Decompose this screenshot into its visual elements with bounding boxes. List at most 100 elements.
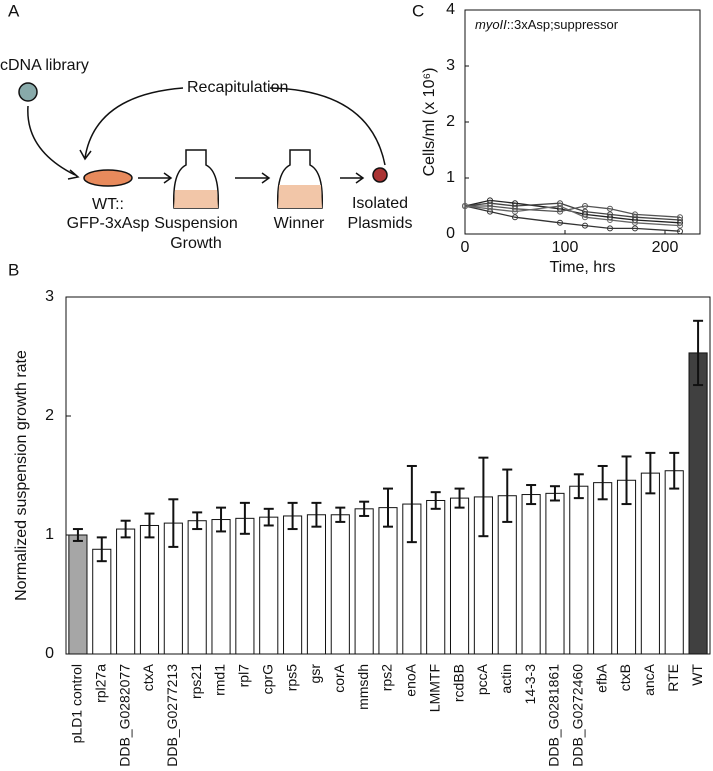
x-tick-label: pLD1 control (69, 664, 85, 743)
plot-frame (464, 9, 701, 235)
x-tick-label: WT (689, 664, 705, 686)
point (557, 203, 563, 209)
point (677, 222, 683, 229)
point (557, 219, 563, 226)
series-line (464, 205, 681, 227)
bar (640, 472, 660, 655)
point (462, 203, 468, 209)
bar (593, 482, 613, 655)
bar (306, 514, 327, 655)
x-tick-label: enoA (403, 663, 419, 696)
x-tick-label: rmd1 (212, 664, 228, 696)
bar (187, 520, 207, 655)
panel-label: B (8, 260, 19, 279)
y-tick-label: 3 (45, 288, 54, 305)
diagram-label: Plasmids (348, 215, 413, 232)
x-tick-label: pccA (474, 663, 490, 695)
diagram-label: GFP-3xAsp (67, 215, 150, 232)
y-tick-label: 2 (45, 407, 54, 424)
x-tick-label: 0 (461, 239, 470, 256)
bar (116, 528, 136, 655)
x-tick-label: ctxB (617, 664, 633, 691)
x-tick-label: actin (498, 664, 514, 694)
bar (330, 514, 350, 655)
x-tick-label: DDB_G0282077 (116, 664, 132, 767)
bar (688, 352, 708, 655)
point (632, 225, 638, 232)
point (607, 205, 613, 212)
x-tick-label: 200 (652, 239, 679, 256)
point (512, 214, 518, 221)
bar (426, 499, 446, 655)
point (582, 222, 588, 229)
diagram-label: Suspension (154, 215, 238, 232)
x-tick-label: 14-3-3 (522, 664, 538, 705)
point (677, 228, 683, 235)
panel-label: A (8, 1, 20, 20)
bar (211, 519, 231, 655)
bar (449, 497, 470, 655)
series-line (464, 202, 681, 221)
point (607, 211, 613, 218)
y-axis-label: Normalized suspension growth rate (13, 350, 30, 601)
point (607, 225, 613, 232)
x-tick-label: rpl7 (236, 664, 252, 688)
y-axis-label: Cells/ml (x 10⁶) (421, 68, 438, 177)
bar (259, 516, 279, 655)
point (677, 214, 683, 221)
series-line (464, 205, 681, 232)
x-tick-label: RTE (665, 664, 681, 692)
x-tick-label: LMMTF (426, 664, 442, 712)
bar (616, 479, 637, 655)
diagram-label: Growth (170, 235, 222, 252)
point (632, 219, 638, 226)
point (632, 211, 638, 218)
diagram-shapes (18, 82, 388, 209)
bar (664, 470, 684, 655)
x-tick-label: 100 (552, 239, 579, 256)
bar (68, 534, 88, 655)
x-tick-label: ancA (641, 663, 657, 696)
bar (378, 507, 398, 655)
point (582, 203, 588, 209)
x-tick-label: cprG (259, 664, 275, 694)
annotation-italic: myoII (475, 17, 507, 32)
diagram-label: Recapitulation (187, 79, 288, 96)
x-tick-label: DDB_G0281861 (546, 664, 562, 767)
x-tick-label: rps2 (379, 664, 395, 691)
bar (354, 508, 374, 655)
bar (139, 524, 160, 655)
point (607, 217, 613, 223)
y-tick-label: 4 (446, 1, 455, 18)
diagram-label: WT:: (92, 196, 124, 213)
y-tick-label: 0 (446, 225, 455, 242)
diagram-label: cDNA library (0, 57, 89, 74)
diagram-label: Winner (274, 215, 325, 232)
point (512, 208, 518, 215)
x-tick-label: gsr (307, 664, 323, 684)
x-tick-label: ctxA (140, 663, 156, 691)
bar (283, 515, 303, 655)
x-tick-label: rps5 (283, 664, 299, 691)
x-axis-label: Time, hrs (549, 259, 615, 276)
point (582, 208, 588, 215)
bar (569, 485, 589, 655)
panel-label: C (412, 1, 424, 20)
annotation: myoII::3xAsp;suppressor (475, 17, 619, 32)
bar (235, 517, 255, 655)
x-tick-label: efbA (593, 663, 609, 692)
x-tick-label: mmsdh (355, 664, 371, 710)
point (582, 214, 588, 221)
x-tick-label: corA (331, 663, 347, 692)
point (487, 205, 493, 212)
x-tick-label: rpl27a (92, 664, 108, 703)
diagram-label: Isolated (352, 195, 408, 212)
series-line (465, 205, 681, 218)
bar (545, 492, 565, 655)
bar (521, 494, 541, 655)
x-tick-label: rcdBB (450, 664, 466, 702)
y-tick-label: 1 (45, 526, 54, 543)
x-tick-label: DDB_G0277213 (164, 664, 180, 767)
y-tick-label: 2 (446, 113, 455, 130)
